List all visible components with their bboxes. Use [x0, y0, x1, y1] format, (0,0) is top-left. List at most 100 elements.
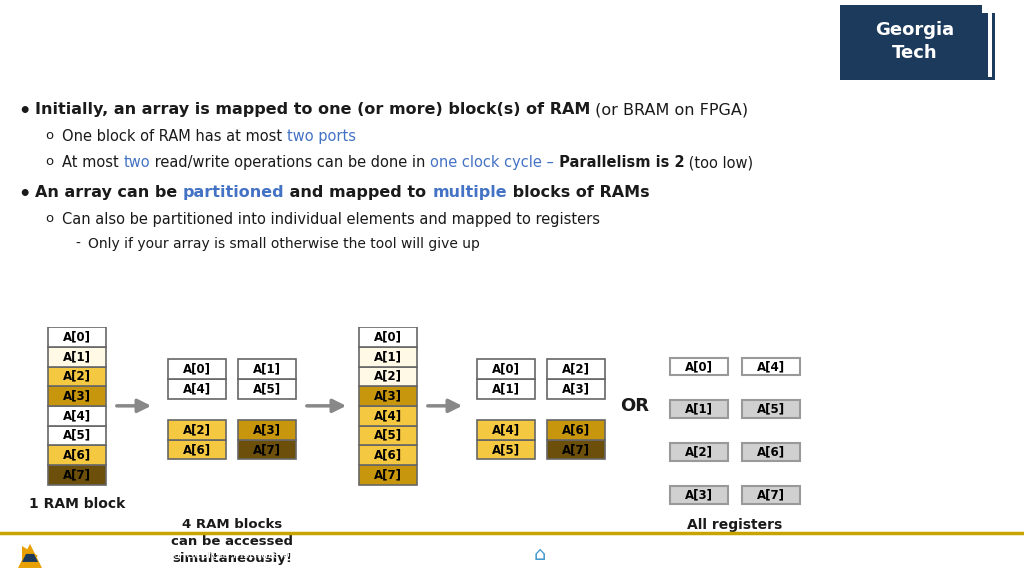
Bar — [840, 5, 995, 80]
Text: A[4]: A[4] — [374, 409, 402, 422]
Bar — [547, 359, 605, 379]
Bar — [48, 406, 106, 426]
Text: Array Partition – Memory Parallelism: Array Partition – Memory Parallelism — [18, 26, 764, 60]
Text: A[7]: A[7] — [757, 489, 785, 502]
Text: A[1]: A[1] — [685, 403, 713, 416]
Text: A[6]: A[6] — [374, 449, 402, 461]
Text: A[3]: A[3] — [253, 423, 281, 437]
Bar — [359, 347, 417, 366]
Bar — [48, 366, 106, 386]
Text: A[6]: A[6] — [562, 423, 590, 437]
Text: two ports: two ports — [287, 129, 355, 144]
Text: A[2]: A[2] — [685, 446, 713, 459]
Bar — [48, 386, 106, 406]
Text: A[2]: A[2] — [183, 423, 211, 437]
Bar — [670, 444, 728, 461]
Text: A[5]: A[5] — [62, 429, 91, 442]
Bar — [547, 420, 605, 440]
Bar — [359, 426, 417, 445]
Text: A[6]: A[6] — [183, 443, 211, 456]
Text: All registers: All registers — [687, 518, 782, 532]
Text: A[4]: A[4] — [183, 382, 211, 395]
Text: blocks of RAMs: blocks of RAMs — [507, 185, 649, 200]
Bar — [359, 406, 417, 426]
Text: A[2]: A[2] — [63, 370, 91, 383]
Text: A[3]: A[3] — [374, 389, 402, 403]
Text: At most: At most — [62, 155, 123, 170]
Polygon shape — [22, 554, 38, 562]
Text: (too low): (too low) — [684, 155, 754, 170]
Bar — [238, 379, 296, 399]
Text: A[4]: A[4] — [62, 409, 91, 422]
Bar — [742, 400, 800, 418]
Text: A[7]: A[7] — [63, 468, 91, 481]
Text: A[0]: A[0] — [374, 331, 402, 343]
Text: A[2]: A[2] — [562, 363, 590, 376]
Text: An array can be: An array can be — [35, 185, 183, 200]
Text: ⌂: ⌂ — [534, 545, 546, 564]
Bar — [238, 359, 296, 379]
Text: o: o — [45, 155, 53, 168]
Text: A[3]: A[3] — [63, 389, 91, 403]
Text: A[7]: A[7] — [374, 468, 402, 481]
Bar — [670, 358, 728, 376]
Bar — [359, 366, 417, 386]
Text: A[0]: A[0] — [183, 363, 211, 376]
Bar — [48, 347, 106, 366]
Bar — [168, 359, 226, 379]
Text: A[7]: A[7] — [253, 443, 281, 456]
Text: •: • — [18, 185, 31, 204]
Text: o: o — [45, 212, 53, 225]
Text: A[0]: A[0] — [492, 363, 520, 376]
Text: Only if your array is small otherwise the tool will give up: Only if your array is small otherwise th… — [88, 237, 480, 251]
Text: https://sharclab.ece.gatech.edu/: https://sharclab.ece.gatech.edu/ — [570, 550, 752, 560]
Text: and mapped to: and mapped to — [285, 185, 432, 200]
Bar — [359, 465, 417, 484]
Text: A[2]: A[2] — [374, 370, 402, 383]
Bar — [670, 486, 728, 504]
Text: A[7]: A[7] — [562, 443, 590, 456]
Text: A[1]: A[1] — [374, 350, 402, 363]
Text: multiple: multiple — [432, 185, 507, 200]
Text: A[1]: A[1] — [492, 382, 520, 395]
Text: A[0]: A[0] — [63, 331, 91, 343]
Bar — [742, 358, 800, 376]
Bar — [48, 445, 106, 465]
Bar — [48, 465, 106, 484]
Text: A[4]: A[4] — [757, 360, 785, 373]
Text: Georgia: Georgia — [876, 21, 954, 39]
Text: read/write operations can be done in: read/write operations can be done in — [150, 155, 430, 170]
Text: 1 RAM block: 1 RAM block — [29, 497, 125, 511]
Text: one clock cycle –: one clock cycle – — [430, 155, 554, 170]
Polygon shape — [22, 546, 38, 566]
Text: Can also be partitioned into individual elements and mapped to registers: Can also be partitioned into individual … — [62, 212, 600, 227]
Text: OR: OR — [621, 397, 649, 415]
Text: 24: 24 — [978, 546, 1001, 564]
Text: •: • — [18, 103, 31, 121]
Text: A[5]: A[5] — [374, 429, 402, 442]
Text: A[5]: A[5] — [253, 382, 281, 395]
Bar — [477, 420, 535, 440]
Text: A[5]: A[5] — [757, 403, 785, 416]
Text: partitioned: partitioned — [183, 185, 285, 200]
Text: A[0]: A[0] — [685, 360, 713, 373]
Bar — [742, 444, 800, 461]
Bar — [359, 445, 417, 465]
Bar — [547, 440, 605, 460]
Polygon shape — [18, 544, 42, 568]
Text: A[6]: A[6] — [757, 446, 785, 459]
Text: 4 RAM blocks
can be accessed
simultaneously!: 4 RAM blocks can be accessed simultaneou… — [171, 518, 293, 566]
Bar — [359, 327, 417, 347]
Bar — [670, 400, 728, 418]
Text: A[6]: A[6] — [62, 449, 91, 461]
Text: Callie Hao | Sharc-lab @ Georgia Institute of Technology: Callie Hao | Sharc-lab @ Georgia Institu… — [48, 550, 359, 560]
Text: Parallelism is 2: Parallelism is 2 — [554, 155, 684, 170]
Bar — [168, 440, 226, 460]
Bar — [988, 8, 992, 77]
Bar — [238, 420, 296, 440]
Bar — [168, 379, 226, 399]
Text: Tech: Tech — [892, 44, 938, 62]
Bar — [477, 359, 535, 379]
Bar — [359, 386, 417, 406]
Text: two: two — [123, 155, 150, 170]
